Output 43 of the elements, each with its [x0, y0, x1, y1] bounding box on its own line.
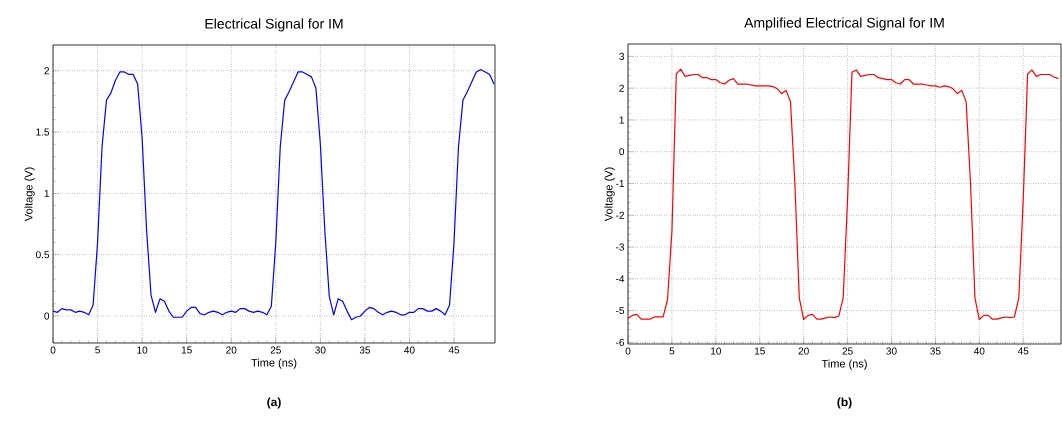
- x-axis-title: Time (ns): [251, 358, 297, 369]
- x-tick-label: 20: [798, 347, 809, 355]
- y-tick-label: 2: [44, 67, 49, 75]
- y-tick-label: 1: [44, 189, 50, 197]
- x-tick-label: 5: [95, 346, 100, 354]
- x-tick-label: 5: [669, 347, 675, 355]
- x-axis-title: Time (ns): [821, 359, 867, 370]
- y-tick-label: -3: [616, 243, 625, 251]
- y-tick-label: 1.5: [36, 128, 50, 136]
- x-tick-label: 40: [973, 347, 985, 355]
- x-tick-label: 20: [226, 346, 237, 354]
- x-tick-label: 45: [1017, 347, 1029, 355]
- y-tick-label: 1: [619, 116, 624, 124]
- y-tick-label: 2: [619, 84, 624, 92]
- y-tick-label: 3: [619, 52, 625, 60]
- x-tick-label: 10: [711, 347, 722, 355]
- y-axis-title: Voltage (V): [24, 167, 35, 222]
- chart-title: Electrical Signal for IM: [205, 18, 343, 32]
- x-tick-label: 30: [315, 346, 326, 354]
- x-tick-label: 25: [270, 346, 281, 354]
- text: (b): [837, 397, 852, 409]
- y-tick-label: -5: [616, 307, 625, 315]
- x-tick-label: 25: [842, 347, 853, 355]
- text: (a): [267, 397, 281, 409]
- y-tick-label: -6: [616, 338, 625, 346]
- x-tick-label: 30: [886, 347, 897, 355]
- x-tick-label: 0: [625, 347, 631, 355]
- y-tick-label: 0: [44, 312, 50, 320]
- x-tick-label: 35: [930, 347, 941, 355]
- x-tick-label: 45: [448, 346, 460, 354]
- x-tick-label: 10: [137, 346, 148, 354]
- x-tick-label: 15: [754, 347, 765, 355]
- y-tick-label: -2: [616, 211, 624, 219]
- x-tick-label: 40: [404, 346, 415, 354]
- x-tick-label: 15: [181, 346, 192, 354]
- y-tick-label: -4: [616, 275, 625, 283]
- x-tick-label: 0: [50, 346, 56, 354]
- y-tick-label: 0: [619, 148, 625, 156]
- x-tick-label: 35: [359, 346, 371, 354]
- y-tick-label: 0.5: [35, 251, 50, 259]
- y-tick-label: -1: [616, 180, 624, 187]
- chart-title: Amplified Electrical Signal for IM: [744, 17, 944, 31]
- y-axis-title: Voltage (V): [604, 167, 615, 222]
